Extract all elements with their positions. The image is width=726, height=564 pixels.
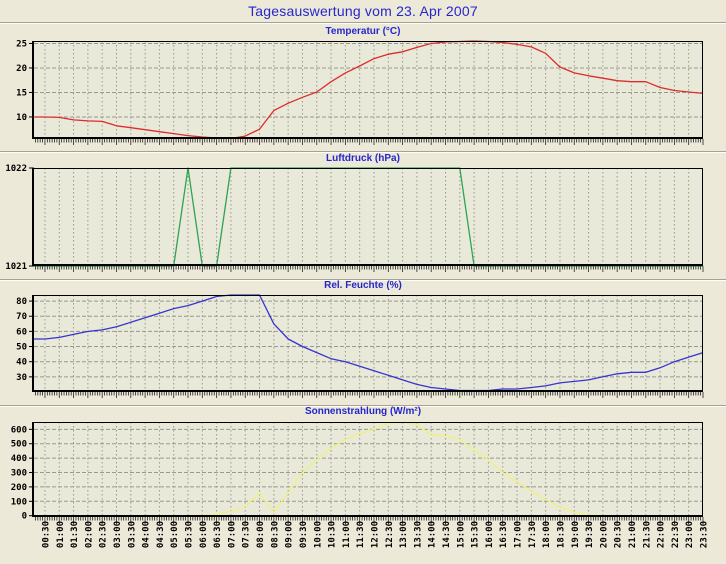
time-label: 23:30 xyxy=(700,521,710,548)
time-label: 22:30 xyxy=(671,521,681,548)
time-label: 18:30 xyxy=(556,521,566,548)
y-tick-label: 200 xyxy=(11,483,27,493)
y-tick-label: 1022 xyxy=(5,164,27,174)
time-label: 08:30 xyxy=(270,521,280,548)
time-label: 10:30 xyxy=(328,521,338,548)
time-label: 22:00 xyxy=(657,521,667,548)
divider xyxy=(0,279,726,281)
time-label: 20:30 xyxy=(614,521,624,548)
chart-title-humidity: Rel. Feuchte (%) xyxy=(324,280,402,291)
y-tick-label: 60 xyxy=(16,327,27,337)
pressure-chart: 1021 1022 xyxy=(5,164,704,272)
y-tick-label: 0 xyxy=(22,512,27,522)
time-label: 15:30 xyxy=(471,521,481,548)
y-tick-label: 15 xyxy=(16,88,27,98)
time-label: 12:30 xyxy=(385,521,395,548)
y-tick-label: 100 xyxy=(11,497,27,507)
time-label: 17:30 xyxy=(528,521,538,548)
y-tick-label: 500 xyxy=(11,440,27,450)
time-label: 01:00 xyxy=(56,521,66,548)
time-label: 05:30 xyxy=(185,521,195,548)
y-tick-label: 300 xyxy=(11,469,27,479)
y-tick-label: 70 xyxy=(16,312,27,322)
time-label: 05:00 xyxy=(170,521,180,548)
y-tick-label: 400 xyxy=(11,454,27,464)
y-axis xyxy=(32,41,34,139)
y-tick-label: 20 xyxy=(16,64,27,74)
time-label: 08:00 xyxy=(256,521,266,548)
divider xyxy=(0,405,726,407)
y-tick-label: 25 xyxy=(16,39,27,49)
time-label: 06:30 xyxy=(213,521,223,548)
y-tick-label: 1021 xyxy=(5,262,27,272)
time-label: 06:00 xyxy=(199,521,209,548)
time-label: 16:30 xyxy=(499,521,509,548)
chart-title-temperature: Temperatur (°C) xyxy=(325,26,401,37)
time-label: 03:30 xyxy=(127,521,137,548)
time-label: 14:00 xyxy=(428,521,438,548)
y-axis xyxy=(32,295,34,392)
temperature-chart: 10 15 20 25 xyxy=(16,39,704,145)
x-axis xyxy=(32,264,703,266)
time-label: 02:00 xyxy=(84,521,94,548)
x-axis xyxy=(32,390,703,392)
humidity-line xyxy=(34,294,704,392)
time-label: 20:00 xyxy=(599,521,609,548)
chart-title-pressure: Luftdruck (hPa) xyxy=(326,153,400,164)
time-label: 07:30 xyxy=(242,521,252,548)
time-label: 01:30 xyxy=(70,521,80,548)
time-label: 11:00 xyxy=(342,521,352,548)
time-label: 19:00 xyxy=(571,521,581,548)
temperature-line xyxy=(34,40,704,140)
divider xyxy=(0,151,726,153)
time-label: 04:00 xyxy=(142,521,152,548)
x-axis xyxy=(32,515,703,517)
y-tick-label: 10 xyxy=(16,113,27,123)
time-label: 04:30 xyxy=(156,521,166,548)
time-label: 03:00 xyxy=(113,521,123,548)
divider xyxy=(0,22,726,24)
time-label: 12:00 xyxy=(370,521,380,548)
y-tick-label: 40 xyxy=(16,358,27,368)
time-label: 18:00 xyxy=(542,521,552,548)
x-axis xyxy=(32,137,703,139)
time-axis-labels: 00:30 01:00 01:30 02:00 02:30 03:00 03:30 04:00… xyxy=(41,521,710,548)
time-label: 21:30 xyxy=(642,521,652,548)
time-label: 23:00 xyxy=(685,521,695,548)
radiation-chart: 0 100 200 300 400 500 600 xyxy=(11,421,704,523)
time-label: 10:00 xyxy=(313,521,323,548)
time-label: 15:00 xyxy=(456,521,466,548)
time-label: 17:00 xyxy=(514,521,524,548)
time-label: 16:00 xyxy=(485,521,495,548)
time-label: 14:30 xyxy=(442,521,452,548)
humidity-chart: 30 40 50 60 70 80 xyxy=(16,294,704,398)
y-tick-label: 30 xyxy=(16,373,27,383)
time-label: 09:30 xyxy=(299,521,309,548)
time-label: 00:30 xyxy=(41,521,51,548)
time-label: 11:30 xyxy=(356,521,366,548)
time-label: 09:00 xyxy=(285,521,295,548)
time-label: 21:00 xyxy=(628,521,638,548)
y-axis xyxy=(32,168,34,266)
time-label: 19:30 xyxy=(585,521,595,548)
y-tick-label: 80 xyxy=(16,297,27,307)
y-tick-label: 600 xyxy=(11,425,27,435)
time-label: 13:30 xyxy=(413,521,423,548)
y-axis xyxy=(32,422,34,517)
chart-title-radiation: Sonnenstrahlung (W/m²) xyxy=(304,406,422,417)
y-tick-label: 50 xyxy=(16,343,27,353)
time-label: 13:00 xyxy=(399,521,409,548)
time-label: 02:30 xyxy=(99,521,109,548)
page-title: Tagesauswertung vom 23. Apr 2007 xyxy=(248,3,478,19)
time-label: 07:00 xyxy=(227,521,237,548)
